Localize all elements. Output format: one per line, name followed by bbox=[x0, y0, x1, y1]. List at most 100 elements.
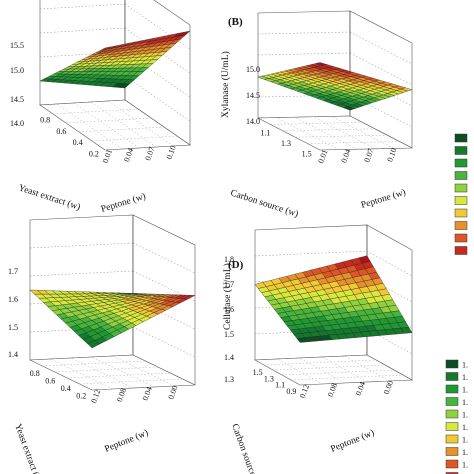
y-tick-label: 0.10 bbox=[165, 144, 178, 160]
x-tick-label: 0.8 bbox=[30, 369, 40, 378]
floor-gridline bbox=[78, 126, 165, 133]
floor-gridline bbox=[299, 357, 345, 384]
floor-gridline bbox=[307, 141, 400, 144]
legend-label: 1. bbox=[462, 461, 468, 470]
z-tick-label: 1.5 bbox=[8, 323, 18, 332]
x-tick-label: 1.1 bbox=[260, 128, 270, 137]
legend-swatch bbox=[454, 158, 468, 168]
wall-gridline bbox=[366, 328, 413, 355]
x-tick-label: 0.4 bbox=[73, 138, 83, 147]
z-axis-label: Xylanase (U/mL) bbox=[220, 51, 231, 118]
y-axis-label: Peptone (w) bbox=[103, 427, 150, 454]
legend-swatch bbox=[454, 208, 468, 218]
legend-swatch bbox=[445, 409, 459, 419]
legend-swatch bbox=[445, 422, 459, 431]
panel-b: 1.5 1.3 1.1 0.01 0.04 0.07 0.10 15.0 14.5 14.0 Car… bbox=[220, 10, 413, 220]
z-tick-label: 1.5 bbox=[224, 330, 234, 339]
z-tick-label: 1.6 bbox=[8, 295, 18, 304]
legend-swatch bbox=[445, 372, 459, 381]
floor-gridline bbox=[276, 117, 339, 150]
floor-gridline bbox=[71, 357, 134, 389]
y-tick-label: 0.04 bbox=[339, 148, 352, 164]
y-tick-label: 0.12 bbox=[89, 388, 102, 404]
floor-gridline bbox=[295, 134, 388, 138]
legend-label: 1. bbox=[462, 436, 468, 445]
y-tick-label: 0.07 bbox=[362, 147, 375, 163]
y-axis-label: Peptone (w) bbox=[100, 191, 147, 215]
wall-gridline bbox=[132, 326, 196, 358]
legend-label: 1. bbox=[462, 398, 468, 407]
floor-gridline bbox=[313, 116, 376, 150]
legend-swatch bbox=[445, 359, 459, 369]
wall-gridline bbox=[39, 27, 126, 34]
legend-swatch bbox=[454, 221, 468, 230]
response-surface bbox=[257, 62, 413, 111]
legend-label: 1. bbox=[462, 448, 468, 457]
y-tick-label: 0.10 bbox=[385, 147, 398, 163]
y-tick-label: 0.00 bbox=[166, 384, 179, 400]
x-tick-label: 0.2 bbox=[76, 391, 86, 400]
panel-d: 0.91.11.31.50.12 0.08 0.04 0.001.81.71.61.5… bbox=[222, 224, 414, 474]
surface-cell bbox=[342, 106, 355, 111]
z-tick-label: 1.7 bbox=[8, 267, 18, 276]
legend-swatch bbox=[454, 133, 468, 143]
wall-gridline bbox=[257, 94, 351, 98]
legend-swatch bbox=[445, 397, 459, 406]
wall-gridline bbox=[257, 31, 351, 35]
z-tick-label: 14.0 bbox=[246, 117, 260, 126]
y-tick-label: 0.08 bbox=[326, 382, 339, 398]
panel-a: 0.2 0.4 0.6 0.8 0.01 0.04 0.07 0.10 15.5 15.0 14.5… bbox=[10, 0, 191, 215]
legend-bottom: 1.1.1.1.1.1.1.1.1.1. bbox=[445, 359, 468, 474]
floor-gridline bbox=[277, 358, 323, 385]
legend-swatch bbox=[445, 384, 459, 394]
response-surface bbox=[39, 30, 191, 89]
wall-gridline bbox=[366, 250, 413, 277]
floor-gridline bbox=[90, 101, 157, 148]
legend-swatch bbox=[454, 183, 468, 193]
wall-gridline bbox=[366, 276, 413, 303]
wall-gridline bbox=[124, 3, 191, 50]
wall-gridline bbox=[132, 242, 196, 274]
x-tick-label: 1.3 bbox=[264, 374, 274, 383]
x-axis-label: Yeast extract (w) bbox=[12, 422, 44, 474]
z-tick-label: 15.0 bbox=[10, 66, 24, 75]
y-tick-label: 0.08 bbox=[115, 387, 128, 403]
y-tick-label: 0.04 bbox=[354, 381, 367, 397]
z-tick-label: 1.4 bbox=[8, 350, 18, 359]
z-tick-label: 14.5 bbox=[10, 95, 24, 104]
floor-gridline bbox=[294, 116, 357, 150]
x-tick-label: 1.3 bbox=[281, 139, 291, 148]
response-surface bbox=[254, 255, 413, 343]
floor-gridline bbox=[56, 103, 123, 150]
response-surface bbox=[29, 289, 196, 349]
wall-gridline bbox=[257, 52, 351, 56]
legend-swatch bbox=[445, 447, 459, 456]
legend-swatch bbox=[454, 233, 468, 243]
y-tick-label: 0.01 bbox=[101, 148, 114, 164]
legend-label: 1. bbox=[462, 361, 468, 370]
floor-gridline bbox=[73, 102, 140, 149]
floor-gridline bbox=[270, 122, 363, 125]
x-tick-label: 0.6 bbox=[56, 127, 66, 136]
z-tick-label: 1.8 bbox=[224, 255, 234, 264]
floor-gridline bbox=[91, 356, 154, 388]
legend-label: 1. bbox=[462, 373, 468, 382]
x-axis-label: Carbon source (w) bbox=[229, 187, 300, 219]
z-tick-label: 15.5 bbox=[10, 41, 24, 50]
y-tick-label: 0.00 bbox=[382, 379, 395, 395]
x-tick-label: 0.2 bbox=[89, 149, 99, 158]
panel-label: (D) bbox=[228, 259, 244, 271]
y-axis-label: Peptone (w) bbox=[360, 187, 407, 211]
floor-gridline bbox=[322, 356, 368, 383]
y-tick-label: 0.07 bbox=[143, 146, 156, 162]
x-tick-label: 1.1 bbox=[275, 381, 285, 390]
legend-swatch bbox=[445, 434, 459, 444]
panel-label: (B) bbox=[228, 16, 243, 28]
panel-c: 0.2 0.4 0.6 0.8 0.12 0.08 0.04 0.00 1.7 1.6 1.5 1.4… bbox=[8, 214, 196, 474]
x-axis-label: Carbon source (w) bbox=[229, 422, 264, 474]
z-tick-label: 1.7 bbox=[224, 280, 234, 289]
floor-gridline bbox=[65, 117, 152, 124]
z-axis-label: Cellulase (U/mL) bbox=[222, 263, 233, 330]
wall-gridline bbox=[124, 51, 191, 98]
z-tick-label: 14.0 bbox=[10, 119, 24, 128]
